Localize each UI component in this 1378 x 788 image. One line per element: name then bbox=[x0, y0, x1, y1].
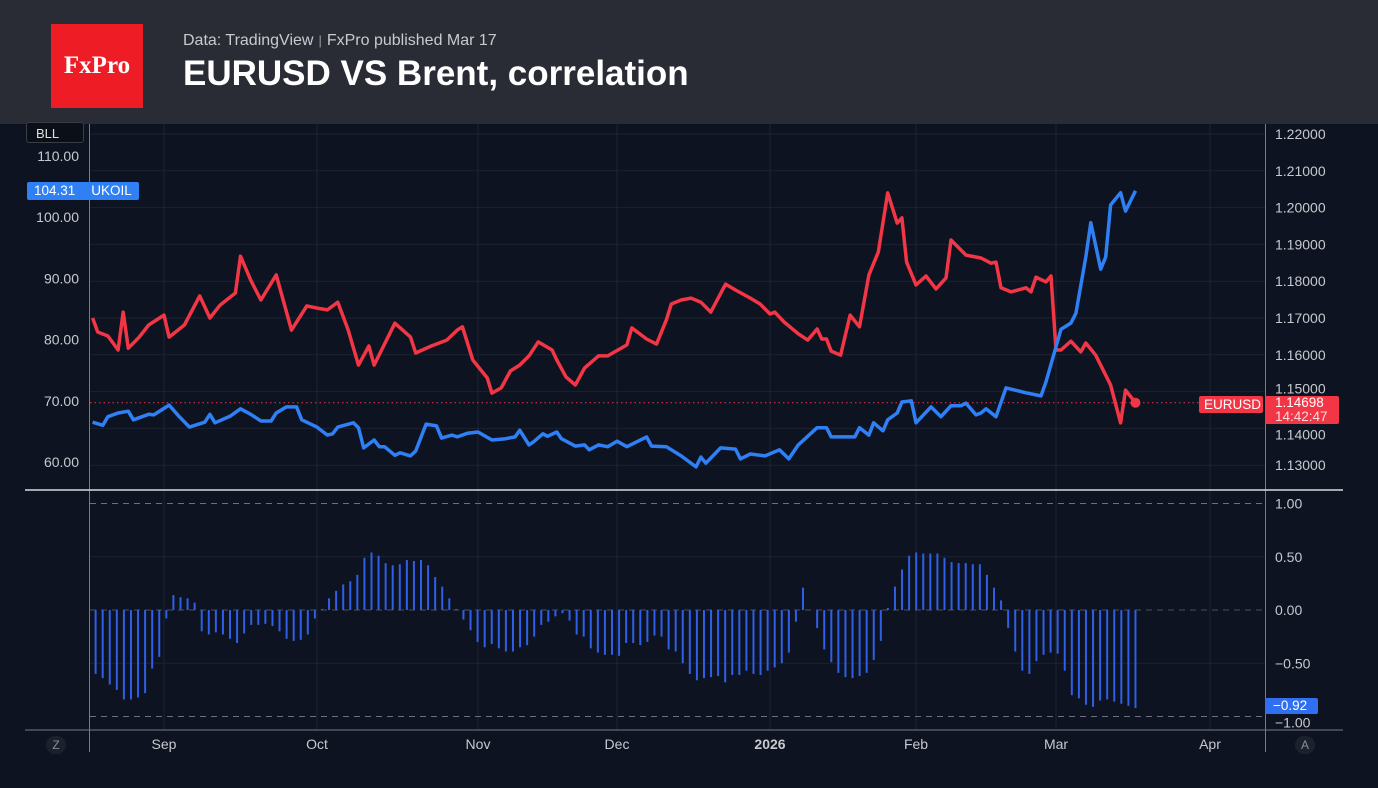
page-title: EURUSD VS Brent, correlation bbox=[183, 54, 689, 93]
right-axis-tick-label: 1.18000 bbox=[1275, 273, 1326, 289]
data-source: Data: TradingView bbox=[183, 32, 314, 49]
right-axis-tick-label: 1.20000 bbox=[1275, 200, 1326, 216]
axes bbox=[25, 124, 1343, 752]
right-axis-tick-label: 1.22000 bbox=[1275, 126, 1326, 142]
x-axis-tick-label: Feb bbox=[904, 736, 928, 752]
right-axis-tick-label: 1.17000 bbox=[1275, 310, 1326, 326]
x-axis-tick-label: Mar bbox=[1044, 736, 1068, 752]
price-lines bbox=[90, 190, 1199, 469]
eurusd-last-value: 1.14698 bbox=[1275, 395, 1324, 410]
left-axis-tick-label: 60.00 bbox=[44, 454, 79, 470]
header: FxPro Data: TradingView | FxPro published … bbox=[0, 0, 1378, 124]
eurusd-series-label: EURUSD bbox=[1199, 396, 1263, 413]
eurusd-price-badge: 1.14698 14:42:47 bbox=[1265, 396, 1339, 424]
ukoil-line bbox=[92, 190, 1138, 469]
right-axis-tick-label: 1.21000 bbox=[1275, 163, 1326, 179]
published-date: FxPro published Mar 17 bbox=[326, 32, 497, 49]
left-axis-tick-label: 100.00 bbox=[36, 209, 79, 225]
ukoil-price-badge: 104.31 UKOIL bbox=[27, 182, 139, 200]
ukoil-series-label: UKOIL bbox=[91, 183, 132, 198]
x-axis-tick-label: Oct bbox=[306, 736, 328, 752]
left-axis-tick-label: 110.00 bbox=[37, 148, 79, 164]
right-axis-tick-label: 1.13000 bbox=[1275, 457, 1326, 473]
right-axis-tick-label: 1.15000 bbox=[1275, 381, 1326, 397]
right-axis-tick-label: 1.19000 bbox=[1275, 236, 1326, 252]
correlation-tick-label: −0.50 bbox=[1275, 655, 1311, 671]
x-axis-tick-label: Apr bbox=[1199, 736, 1221, 752]
ukoil-last-value: 104.31 bbox=[34, 183, 76, 198]
correlation-tick-label: 1.00 bbox=[1275, 496, 1302, 512]
x-axis-tick-label: 2026 bbox=[754, 736, 785, 752]
left-axis-tick-label: 80.00 bbox=[44, 332, 79, 348]
x-axis-tick-label: Sep bbox=[152, 736, 177, 752]
correlation-tick-label: −1.00 bbox=[1275, 715, 1311, 731]
correlation-histogram bbox=[94, 552, 1137, 708]
fxpro-logo: FxPro bbox=[51, 24, 143, 108]
logo-text: FxPro bbox=[63, 52, 131, 79]
auto-scale-button[interactable]: A bbox=[1295, 736, 1315, 754]
right-axis-tick-label: 1.16000 bbox=[1275, 347, 1326, 363]
bar-countdown: 14:42:47 bbox=[1275, 409, 1328, 424]
subtitle: Data: TradingView | FxPro published Mar 17 bbox=[183, 32, 497, 50]
x-axis-tick-label: Dec bbox=[605, 736, 630, 752]
left-axis-label-box[interactable]: BLL bbox=[26, 122, 84, 143]
axis-labels: 1.22000 1.21000 1.20000 1.19000 1.18000 1.170… bbox=[36, 126, 1326, 752]
eurusd-line bbox=[90, 191, 1137, 425]
x-axis-tick-label: Nov bbox=[466, 736, 491, 752]
eurusd-last-point bbox=[1130, 397, 1141, 408]
correlation-value-badge: −0.92 bbox=[1265, 698, 1318, 714]
grid bbox=[90, 124, 1265, 730]
correlation-tick-label: 0.50 bbox=[1275, 549, 1302, 565]
left-axis-tick-label: 70.00 bbox=[44, 393, 79, 409]
left-axis-tick-label: 90.00 bbox=[44, 270, 79, 286]
subtitle-separator: | bbox=[318, 33, 322, 48]
right-axis-tick-label: 1.14000 bbox=[1275, 426, 1326, 442]
chart-area[interactable]: 1.22000 1.21000 1.20000 1.19000 1.18000 1.170… bbox=[0, 124, 1378, 788]
reset-zoom-button[interactable]: Z bbox=[46, 736, 66, 754]
correlation-tick-label: 0.00 bbox=[1275, 602, 1302, 618]
